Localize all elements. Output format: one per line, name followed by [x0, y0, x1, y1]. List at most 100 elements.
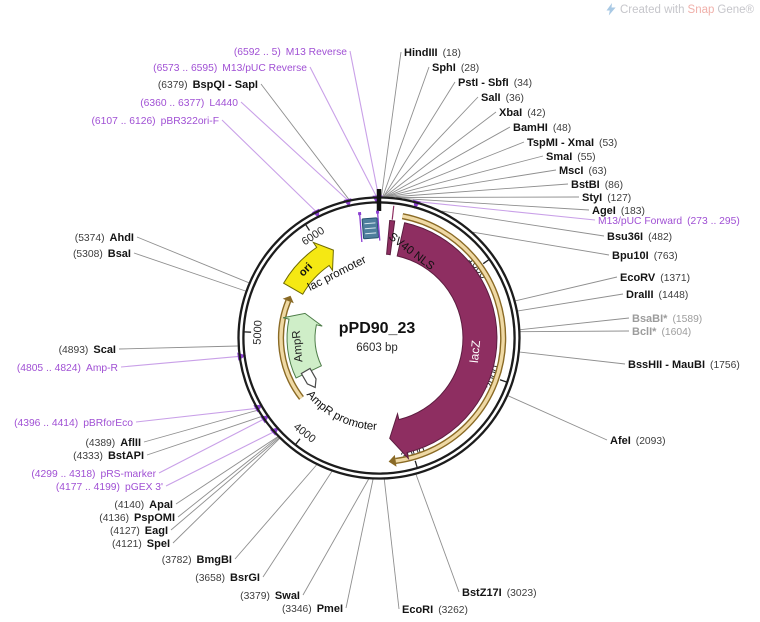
- enzyme-label-BamHI: BamHI(48): [513, 122, 571, 134]
- callout-line-AfeI: [508, 396, 607, 440]
- enzyme-label-HindIII: HindIII (18): [404, 47, 461, 59]
- enzyme-name: SmaI: [546, 151, 572, 163]
- enzyme-label-M13Reverse: (6592 .. 5) M13 Reverse: [234, 47, 347, 58]
- enzyme-position: (1604): [661, 327, 691, 338]
- watermark-brand-snap: Snap: [688, 4, 715, 16]
- enzyme-label-AflII: (4389)AflII: [85, 437, 141, 449]
- enzyme-name: HindIII: [404, 47, 438, 59]
- enzyme-label-MscI: MscI(63): [559, 165, 607, 177]
- enzyme-position: (28): [461, 63, 479, 74]
- enzyme-position: pBR322ori-F: [161, 116, 219, 127]
- enzyme-label-BsaBI: BsaBI*(1589): [632, 313, 702, 325]
- callout-line-ScaI: [119, 346, 238, 349]
- enzyme-name: BsaI: [108, 248, 131, 260]
- plasmid-size: 6603 bp: [356, 342, 398, 354]
- mcs-box-group: [358, 211, 381, 243]
- enzyme-name: PspOMI: [134, 512, 175, 524]
- ampr-promoter-label: AmpR promoter: [304, 389, 377, 433]
- enzyme-position: (4140): [114, 500, 144, 511]
- callout-line-StyI: [396, 197, 579, 198]
- enzyme-position: (6592 .. 5): [234, 47, 281, 58]
- callout-line-BstZ17I: [416, 475, 459, 592]
- enzyme-position: (482): [648, 232, 672, 243]
- plasmid-name: pPD90_23: [339, 320, 416, 337]
- enzyme-position: (63): [588, 166, 606, 177]
- enzyme-label-TspMIXmaI: TspMI - XmaI (53): [527, 137, 617, 149]
- enzyme-position: (4177 .. 4199): [56, 482, 120, 493]
- sv40-nls-tick: [392, 206, 394, 220]
- callout-line-M13pUCForward: [417, 202, 595, 220]
- callout-line-Bpu10I: [473, 232, 609, 255]
- enzyme-label-Bpu10I: Bpu10I(763): [612, 250, 678, 262]
- callout-line-ApaI: [176, 437, 278, 504]
- enzyme-label-BstZ17I: BstZ17I(3023): [462, 587, 537, 599]
- tick-label-4000: 4000: [291, 421, 318, 446]
- enzyme-position: (5374): [75, 233, 105, 244]
- callout-line-BstBI: [391, 184, 568, 197]
- enzyme-position: (4136): [99, 513, 129, 524]
- callout-line-BclI: [520, 331, 629, 332]
- enzyme-name: EcoRI: [402, 604, 433, 616]
- enzyme-name: AfeI: [610, 435, 631, 447]
- callout-line-pGEX3: [166, 432, 273, 486]
- enzyme-position: (1448): [659, 290, 689, 301]
- enzyme-name: SpeI: [147, 538, 170, 550]
- enzyme-position: (53): [599, 138, 617, 149]
- enzyme-label-pBR322oriF: (6107 .. 6126)pBR322ori-F: [92, 116, 220, 127]
- enzyme-position: M13/pUC Reverse: [222, 63, 307, 74]
- enzyme-label-BsaI: (5308)BsaI: [73, 248, 131, 260]
- enzyme-position: M13 Reverse: [286, 47, 348, 58]
- enzyme-position: (3262): [438, 605, 468, 616]
- tick-mark-1000: [483, 260, 489, 264]
- enzyme-label-BstAPI: (4333)BstAPI: [73, 450, 144, 462]
- enzyme-label-EcoRI: EcoRI (3262): [402, 604, 468, 616]
- enzyme-position: (4333): [73, 451, 103, 462]
- callout-line-HindIII: [381, 52, 401, 197]
- tick-mark-2000: [500, 380, 507, 382]
- enzyme-label-EagI: (4127)EagI: [110, 525, 168, 537]
- callout-line-pBR322oriF: [222, 120, 316, 211]
- enzyme-name: StyI: [582, 192, 602, 204]
- enzyme-name: AhdI: [110, 232, 134, 244]
- callout-line-Bsu36I: [442, 211, 604, 236]
- enzyme-name: BspQI - SapI: [193, 79, 258, 91]
- enzyme-position: (36): [506, 93, 524, 104]
- callout-line-BsaBI: [520, 318, 629, 330]
- enzyme-label-BspQISapI: (6379) BspQI - SapI: [158, 79, 258, 91]
- enzyme-name: ScaI: [93, 344, 116, 356]
- enzyme-position: (18): [443, 48, 461, 59]
- enzyme-name: BmgBI: [197, 554, 232, 566]
- enzyme-position: (4127): [110, 526, 140, 537]
- gene-arc-arrowhead-0: [389, 455, 397, 467]
- enzyme-name: Bsu36I: [607, 231, 643, 243]
- primer-stroke-0: [360, 214, 362, 242]
- enzyme-label-L4440: (6360 .. 6377)L4440: [140, 98, 238, 109]
- enzyme-name: BssHII - MauBI: [628, 359, 705, 371]
- enzyme-name: BsrGI: [230, 572, 260, 584]
- enzyme-position: (48): [553, 123, 571, 134]
- enzyme-label-DraIII: DraIII(1448): [626, 289, 688, 301]
- tick-mark-3000: [415, 461, 417, 468]
- enzyme-name: ApaI: [149, 499, 173, 511]
- callout-line-XbaI: [385, 112, 496, 197]
- enzyme-position: (86): [605, 180, 623, 191]
- enzyme-position: (4299 .. 4318): [31, 469, 95, 480]
- ampr-promoter-arrow: [301, 369, 319, 390]
- enzyme-position: (6379): [158, 80, 188, 91]
- callout-line-M13Reverse: [350, 51, 379, 197]
- enzyme-label-AmpR: (4805 .. 4824)Amp-R: [17, 363, 118, 374]
- enzyme-label-EcoRV: EcoRV(1371): [620, 272, 690, 284]
- enzyme-name: PstI - SbfI: [458, 77, 509, 89]
- enzyme-label-BclI: BclI*(1604): [632, 326, 691, 338]
- enzyme-label-pGEX3: (4177 .. 4199)pGEX 3': [56, 482, 163, 493]
- callout-line-L4440: [241, 102, 348, 200]
- enzyme-name: TspMI - XmaI: [527, 137, 594, 149]
- enzyme-label-M13pUCReverse: (6573 .. 6595)M13/pUC Reverse: [153, 63, 307, 74]
- enzyme-label-SwaI: (3379)SwaI: [240, 590, 300, 602]
- watermark-text: Created with: [620, 4, 685, 16]
- callout-line-PmeI: [346, 479, 373, 608]
- enzyme-label-PspOMI: (4136) PspOMI: [99, 512, 175, 524]
- enzyme-position: (4389): [85, 438, 115, 449]
